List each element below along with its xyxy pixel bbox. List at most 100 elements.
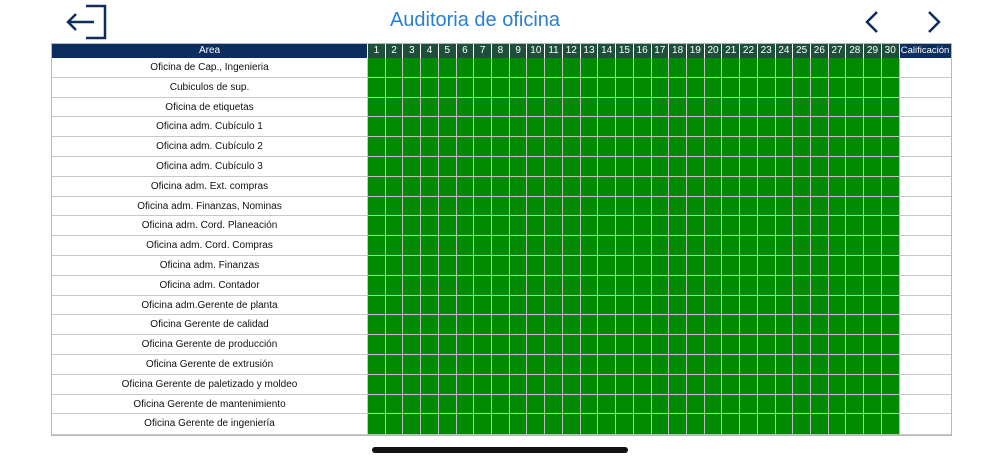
day-status-cell[interactable] xyxy=(474,216,493,237)
day-status-cell[interactable] xyxy=(598,156,617,177)
day-status-cell[interactable] xyxy=(385,196,404,217)
day-status-cell[interactable] xyxy=(368,335,386,355)
day-status-cell[interactable] xyxy=(633,117,652,138)
day-status-cell[interactable] xyxy=(669,335,687,355)
day-status-cell[interactable] xyxy=(368,315,386,336)
day-status-cell[interactable] xyxy=(421,137,439,157)
day-status-cell[interactable] xyxy=(616,275,634,296)
day-status-cell[interactable] xyxy=(740,315,758,336)
day-status-cell[interactable] xyxy=(810,295,829,316)
day-status-cell[interactable] xyxy=(722,97,741,118)
day-status-cell[interactable] xyxy=(757,58,776,78)
day-status-cell[interactable] xyxy=(846,335,865,355)
day-status-cell[interactable] xyxy=(509,216,528,237)
day-status-cell[interactable] xyxy=(403,255,422,276)
day-status-cell[interactable] xyxy=(669,374,687,395)
day-status-cell[interactable] xyxy=(881,156,900,177)
day-status-cell[interactable] xyxy=(562,335,581,355)
day-status-cell[interactable] xyxy=(775,77,794,98)
day-status-cell[interactable] xyxy=(881,315,900,336)
day-status-cell[interactable] xyxy=(846,117,865,138)
day-status-cell[interactable] xyxy=(793,196,811,217)
day-status-cell[interactable] xyxy=(669,97,687,118)
day-status-cell[interactable] xyxy=(616,295,634,316)
day-status-cell[interactable] xyxy=(492,414,510,436)
day-status-cell[interactable] xyxy=(740,255,758,276)
day-status-cell[interactable] xyxy=(686,156,705,177)
day-status-cell[interactable] xyxy=(385,137,404,157)
day-status-cell[interactable] xyxy=(562,176,581,197)
day-status-cell[interactable] xyxy=(580,117,599,138)
day-status-cell[interactable] xyxy=(881,374,900,395)
day-status-cell[interactable] xyxy=(633,97,652,118)
day-status-cell[interactable] xyxy=(828,255,847,276)
day-status-cell[interactable] xyxy=(385,414,404,436)
day-status-cell[interactable] xyxy=(793,77,811,98)
day-status-cell[interactable] xyxy=(403,58,422,78)
day-status-cell[interactable] xyxy=(421,216,439,237)
day-status-cell[interactable] xyxy=(527,196,546,217)
day-status-cell[interactable] xyxy=(616,196,634,217)
day-status-cell[interactable] xyxy=(545,137,563,157)
day-status-cell[interactable] xyxy=(616,354,634,375)
day-status-cell[interactable] xyxy=(456,97,475,118)
day-status-cell[interactable] xyxy=(421,236,439,256)
day-status-cell[interactable] xyxy=(633,77,652,98)
day-status-cell[interactable] xyxy=(828,236,847,256)
day-status-cell[interactable] xyxy=(527,255,546,276)
day-status-cell[interactable] xyxy=(722,394,741,415)
day-status-cell[interactable] xyxy=(598,236,617,256)
day-status-cell[interactable] xyxy=(775,176,794,197)
day-status-cell[interactable] xyxy=(686,255,705,276)
day-status-cell[interactable] xyxy=(456,58,475,78)
day-status-cell[interactable] xyxy=(403,414,422,436)
day-status-cell[interactable] xyxy=(864,97,882,118)
day-status-cell[interactable] xyxy=(492,315,510,336)
day-status-cell[interactable] xyxy=(775,216,794,237)
day-status-cell[interactable] xyxy=(633,335,652,355)
day-status-cell[interactable] xyxy=(669,295,687,316)
day-status-cell[interactable] xyxy=(368,97,386,118)
day-status-cell[interactable] xyxy=(456,414,475,436)
day-status-cell[interactable] xyxy=(616,156,634,177)
day-status-cell[interactable] xyxy=(846,315,865,336)
day-status-cell[interactable] xyxy=(438,196,457,217)
day-status-cell[interactable] xyxy=(704,117,723,138)
day-status-cell[interactable] xyxy=(580,335,599,355)
day-status-cell[interactable] xyxy=(562,117,581,138)
day-status-cell[interactable] xyxy=(385,216,404,237)
day-status-cell[interactable] xyxy=(775,255,794,276)
day-status-cell[interactable] xyxy=(864,77,882,98)
day-status-cell[interactable] xyxy=(492,335,510,355)
day-status-cell[interactable] xyxy=(651,117,670,138)
day-status-cell[interactable] xyxy=(403,156,422,177)
day-status-cell[interactable] xyxy=(580,58,599,78)
day-status-cell[interactable] xyxy=(775,335,794,355)
day-status-cell[interactable] xyxy=(704,156,723,177)
day-status-cell[interactable] xyxy=(616,374,634,395)
day-status-cell[interactable] xyxy=(545,315,563,336)
day-status-cell[interactable] xyxy=(669,176,687,197)
day-status-cell[interactable] xyxy=(527,216,546,237)
day-status-cell[interactable] xyxy=(793,414,811,436)
day-status-cell[interactable] xyxy=(704,77,723,98)
day-status-cell[interactable] xyxy=(686,374,705,395)
day-status-cell[interactable] xyxy=(633,414,652,436)
day-status-cell[interactable] xyxy=(616,335,634,355)
day-status-cell[interactable] xyxy=(846,374,865,395)
day-status-cell[interactable] xyxy=(616,58,634,78)
day-status-cell[interactable] xyxy=(580,196,599,217)
day-status-cell[interactable] xyxy=(385,77,404,98)
day-status-cell[interactable] xyxy=(509,58,528,78)
day-status-cell[interactable] xyxy=(864,156,882,177)
day-status-cell[interactable] xyxy=(740,137,758,157)
day-status-cell[interactable] xyxy=(828,117,847,138)
day-status-cell[interactable] xyxy=(881,117,900,138)
day-status-cell[interactable] xyxy=(545,156,563,177)
day-status-cell[interactable] xyxy=(509,77,528,98)
day-status-cell[interactable] xyxy=(864,255,882,276)
day-status-cell[interactable] xyxy=(385,176,404,197)
day-status-cell[interactable] xyxy=(669,394,687,415)
day-status-cell[interactable] xyxy=(527,354,546,375)
day-status-cell[interactable] xyxy=(456,295,475,316)
